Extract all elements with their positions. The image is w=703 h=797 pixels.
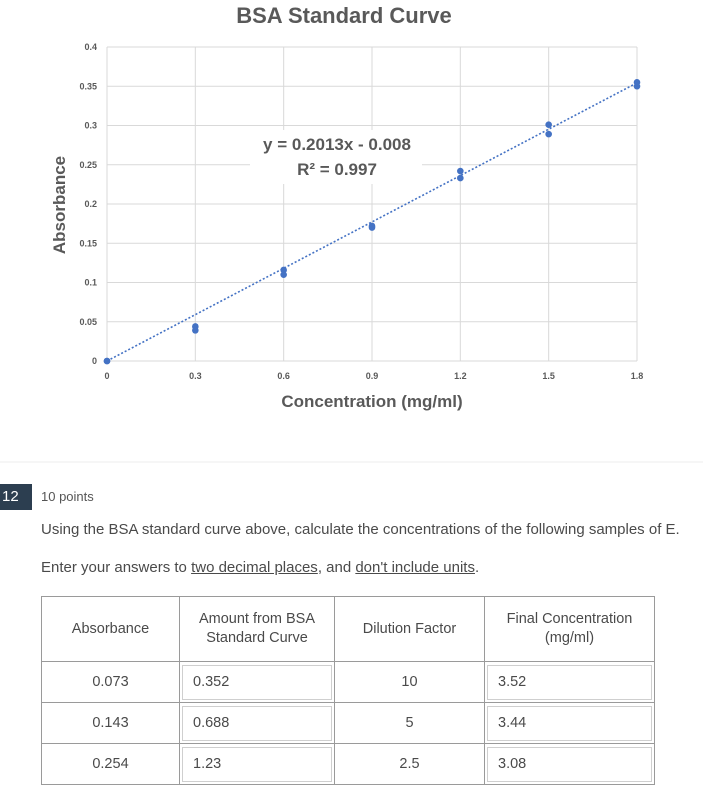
x-axis-label: Concentration (mg/ml) [281, 392, 462, 411]
final-cell: 3.52 [484, 661, 655, 703]
y-tick-label: 0.3 [84, 121, 97, 131]
final-answer-input[interactable]: 3.08 [487, 746, 652, 782]
absorbance-cell: 0.143 [41, 702, 180, 744]
data-point [633, 82, 641, 90]
y-axis-ticks: 0 0.05 0.1 0.15 0.2 0.25 0.3 0.35 0.4 [79, 42, 97, 366]
x-tick-label: 1.8 [631, 371, 644, 381]
table-row: 0.073 0.352 10 3.52 [41, 661, 655, 703]
x-axis-ticks: 0 0.3 0.6 0.9 1.2 1.5 1.8 [104, 371, 643, 381]
y-tick-label: 0.1 [84, 278, 97, 288]
x-tick-label: 0.6 [277, 371, 290, 381]
instructions-middle: , and [317, 559, 356, 576]
chart-title: BSA Standard Curve [236, 3, 452, 28]
y-tick-label: 0.4 [84, 42, 97, 52]
amount-cell: 0.352 [179, 661, 335, 703]
amount-answer-input[interactable]: 0.688 [182, 705, 332, 741]
data-point [457, 167, 464, 175]
data-point [457, 174, 464, 182]
instructions-prefix: Enter your answers to [41, 559, 192, 576]
question-prompt: Using the BSA standard curve above, calc… [41, 521, 680, 538]
amount-answer-input[interactable]: 0.352 [182, 664, 332, 700]
amount-answer-input[interactable]: 1.23 [182, 746, 332, 782]
answer-table: Absorbance Amount from BSA Standard Curv… [41, 596, 655, 785]
y-tick-label: 0.35 [79, 81, 97, 91]
dilution-cell: 10 [334, 661, 485, 703]
table-row: 0.143 0.688 5 3.44 [41, 702, 655, 744]
trendline-equation: y = 0.2013x - 0.008 [263, 135, 411, 154]
x-tick-label: 0.9 [366, 371, 379, 381]
data-point [368, 224, 376, 231]
final-answer-input[interactable]: 3.44 [487, 705, 652, 741]
data-point [280, 266, 287, 274]
amount-cell: 0.688 [179, 702, 335, 744]
header-final-concentration: Final Concentration (mg/ml) [484, 596, 655, 662]
r-squared-label: R² = 0.997 [297, 160, 377, 179]
x-tick-label: 1.2 [454, 371, 467, 381]
y-tick-label: 0.15 [79, 238, 97, 248]
two-decimal-places-text: two decimal places [191, 559, 318, 576]
instructions-suffix: . [474, 559, 480, 576]
equation-background [250, 130, 422, 184]
amount-cell: 1.23 [179, 743, 335, 785]
table-header-row: Absorbance Amount from BSA Standard Curv… [41, 596, 655, 662]
final-cell: 3.44 [484, 702, 655, 744]
data-point [103, 357, 111, 365]
y-tick-label: 0.05 [79, 317, 97, 327]
data-point [192, 327, 199, 334]
question-number-badge: 12 [0, 484, 32, 510]
y-tick-label: 0.2 [84, 199, 97, 209]
absorbance-cell: 0.254 [41, 743, 180, 785]
x-tick-label: 0 [104, 371, 109, 381]
x-tick-label: 0.3 [189, 371, 202, 381]
data-point [545, 130, 552, 138]
table-row: 0.254 1.23 2.5 3.08 [41, 743, 655, 785]
y-tick-label: 0.25 [79, 160, 97, 170]
y-tick-label: 0 [92, 356, 97, 366]
question-points: 10 points [41, 489, 94, 504]
bsa-standard-curve-chart: BSA Standard Curve 0 0.05 0.1 0.15 0.2 0.25 0.… [0, 3, 703, 463]
question-instructions: Enter your answers to two decimal places… [41, 559, 479, 576]
final-answer-input[interactable]: 3.52 [487, 664, 652, 700]
y-axis-label: Absorbance [50, 156, 69, 254]
final-cell: 3.08 [484, 743, 655, 785]
dilution-cell: 2.5 [334, 743, 485, 785]
header-dilution: Dilution Factor [334, 596, 485, 662]
header-absorbance: Absorbance [41, 596, 180, 662]
header-amount: Amount from BSA Standard Curve [179, 596, 335, 662]
data-point [545, 121, 552, 129]
data-points [103, 79, 641, 365]
no-units-text: don't include units [355, 559, 475, 576]
x-tick-label: 1.5 [542, 371, 555, 381]
dilution-cell: 5 [334, 702, 485, 744]
absorbance-cell: 0.073 [41, 661, 180, 703]
chart-gridlines [106, 46, 638, 362]
data-point [280, 271, 287, 278]
